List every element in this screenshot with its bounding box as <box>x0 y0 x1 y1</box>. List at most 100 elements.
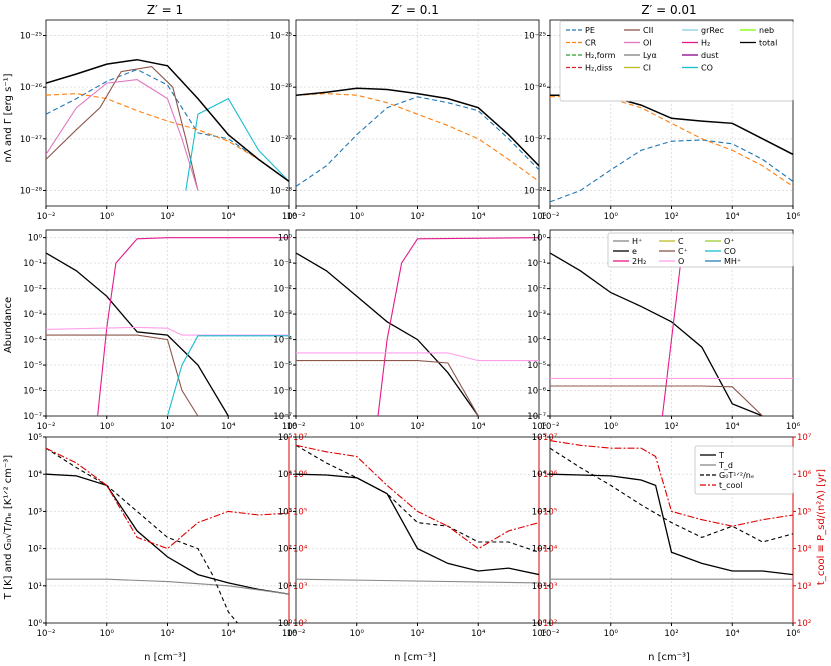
y-tick-label: 10⁻² <box>23 285 42 295</box>
y-tick-label: 10⁰ <box>532 619 547 629</box>
x-tick-label: 10⁶ <box>532 422 547 432</box>
y-tick-label: 10⁻²⁶ <box>20 83 43 93</box>
series-C⁺ <box>550 385 763 416</box>
x-tick-label: 10⁰ <box>100 629 115 639</box>
legend-label: total <box>759 39 777 48</box>
panel-2: 10⁻² 10⁰ 10² 10⁴ 10⁶ 10⁻²⁸ 10⁻²⁷ 10⁻²⁶ 10⁻²⁵ <box>270 19 547 222</box>
x-tick-label: 10⁰ <box>604 212 619 222</box>
y-tick-label: 10⁰ <box>278 234 293 244</box>
x-tick-label: 10⁶ <box>282 422 297 432</box>
ylabel-tcool: t_cool ≡ P_sd/(n²Λ) [yr] <box>816 469 827 585</box>
series-T <box>46 473 289 595</box>
ylabel-abundance: Abundance <box>3 297 14 353</box>
x-tick-label: 10⁰ <box>100 212 115 222</box>
x-tick-label: 10⁰ <box>604 629 619 639</box>
legend-label: t_cool <box>719 481 743 490</box>
legend-label: CII <box>643 26 653 35</box>
ylabel-temperature: T [K] and G₀√T/nₑ [K¹ᐟ² cm⁻³] <box>3 455 14 601</box>
ylabel-cooling: nΛ and Γ [erg s⁻¹] <box>3 73 14 162</box>
legend-label: MH⁺ <box>724 257 741 266</box>
x-tick-label: 10⁰ <box>350 629 365 639</box>
y-tick-label: 10⁻⁶ <box>273 387 292 397</box>
x-tick-label: 10⁶ <box>786 212 801 222</box>
legend-label: C <box>678 237 684 246</box>
x-tick-label: 10⁴ <box>471 422 486 432</box>
legend-cooling-entries: PE CR H₂,form H₂,diss CII OI Lyα CI grRec H₂ dust C… <box>566 26 777 73</box>
x-tick-label: 10⁰ <box>100 422 115 432</box>
legend-label: grRec <box>701 26 724 35</box>
y-tick-label: 10³ <box>28 507 42 517</box>
x-tick-label: 10⁴ <box>471 629 486 639</box>
x-tick-label: 10² <box>160 212 174 222</box>
x-tick-label: 10⁻² <box>37 422 56 432</box>
series-PE <box>550 139 793 203</box>
column-titles: Z′ = 1 Z′ = 0.1 Z′ = 0.01 <box>147 3 697 17</box>
legend-label: O⁺ <box>724 237 735 246</box>
series-e <box>46 252 229 416</box>
x-tick-label: 10⁻² <box>541 629 560 639</box>
x-tick-label: 10⁻² <box>541 212 560 222</box>
y-tick-label: 10³ <box>278 507 292 517</box>
panel-8: 10⁻² 10⁰ 10² 10⁴ 10⁶10⁰10¹10²10³10⁴10⁵10²10³… <box>278 433 558 639</box>
xlabel-1: n [cm⁻³] <box>144 652 186 663</box>
series-CO <box>185 97 289 191</box>
y-tick-label: 10⁴ <box>28 470 43 480</box>
y-tick-label: 10¹ <box>28 582 42 592</box>
y-tick-label: 10⁻⁵ <box>23 361 42 371</box>
x-tick-label: 10⁶ <box>786 629 801 639</box>
y-tick-label: 10⁻⁷ <box>527 412 546 422</box>
series-G₀T¹ᐟ²/nₑ <box>550 447 793 543</box>
y-tick-label: 10⁻⁵ <box>273 361 292 371</box>
y-tick-label: 10⁻¹ <box>527 259 546 269</box>
xlabel-3: n [cm⁻³] <box>648 652 690 663</box>
y-tick-label: 10⁻²⁷ <box>20 135 43 145</box>
y2-tick-label: 10⁵ <box>293 507 307 517</box>
y-tick-label: 10⁻⁷ <box>23 412 42 422</box>
y-tick-label: 10² <box>28 545 42 555</box>
series-group <box>46 237 289 416</box>
y2-tick-label: 10⁷ <box>293 433 308 443</box>
y2-tick-label: 10³ <box>797 582 811 592</box>
y-tick-label: 10⁻⁷ <box>273 412 292 422</box>
series-T <box>296 473 539 576</box>
y-tick-label: 10⁻²⁵ <box>524 32 546 42</box>
y-tick-label: 10⁻³ <box>23 310 42 320</box>
y-tick-label: 10⁰ <box>28 619 43 629</box>
row-labels: nΛ and Γ [erg s⁻¹] Abundance T [K] and G… <box>3 73 827 600</box>
y2-tick-label: 10⁶ <box>293 470 308 480</box>
legend-cooling: PE CR H₂,form H₂,diss CII OI Lyα CI grRec H₂ dust C… <box>559 20 794 102</box>
series-C⁺ <box>46 334 199 416</box>
legend-label: PE <box>585 26 595 35</box>
y-tick-label: 10⁻¹ <box>273 259 292 269</box>
x-tick-label: 10⁻² <box>287 422 306 432</box>
y-tick-label: 10⁰ <box>532 234 547 244</box>
series-group <box>46 447 289 623</box>
legend-label: Lyα <box>643 51 657 60</box>
x-tick-label: 10⁴ <box>221 422 236 432</box>
series-G₀T¹ᐟ²/nₑ <box>46 447 238 623</box>
x-tick-label: 10² <box>410 212 424 222</box>
x-tick-label: 10⁶ <box>532 212 547 222</box>
legend-label: dust <box>701 51 718 60</box>
x-tick-label: 10⁶ <box>532 629 547 639</box>
y-tick-label: 10⁻³ <box>273 310 292 320</box>
series-T <box>550 473 793 576</box>
series-2H₂ <box>377 237 539 416</box>
series-e <box>550 252 763 416</box>
y2-tick-label: 10⁴ <box>797 545 812 555</box>
series-total <box>296 87 539 167</box>
legend-label: 2H₂ <box>632 257 646 266</box>
series-t_cool <box>550 440 793 527</box>
legend-label: H₂,diss <box>585 64 612 73</box>
y-tick-label: 10⁻²⁷ <box>524 135 547 145</box>
y-tick-label: 10¹ <box>532 582 546 592</box>
panel-4: 10⁻² 10⁰ 10² 10⁴ 10⁶10⁻⁷10⁻⁶10⁻⁵10⁻⁴10⁻³10⁻²… <box>23 229 297 432</box>
y-tick-label: 10¹ <box>278 582 292 592</box>
y-tick-label: 10⁵ <box>532 433 546 443</box>
legend-label: CR <box>585 39 597 48</box>
x-axis-labels: n [cm⁻³] n [cm⁻³] n [cm⁻³] <box>144 652 690 663</box>
legend-label: OI <box>643 39 652 48</box>
